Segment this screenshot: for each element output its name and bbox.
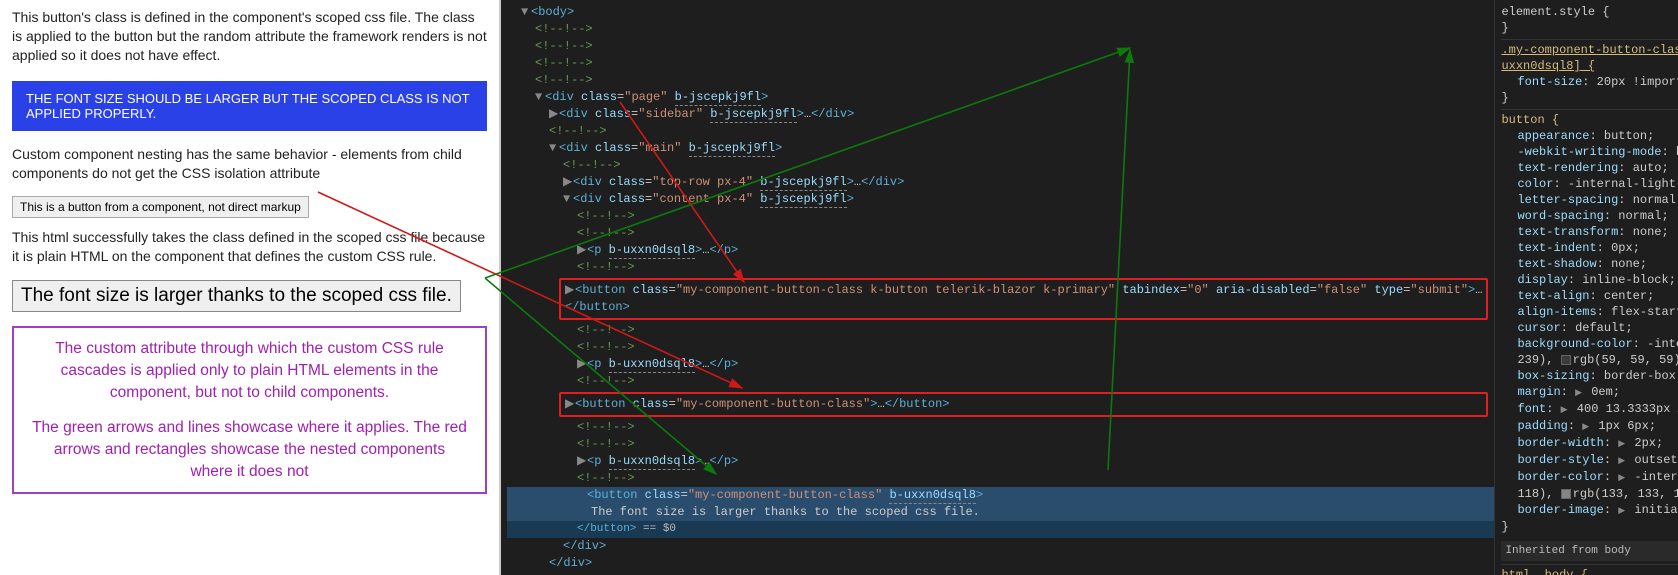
html-comment: <!--!--> bbox=[507, 55, 1494, 72]
paragraph: This html successfully takes the class d… bbox=[12, 228, 487, 266]
html-comment: <!--!--> bbox=[507, 436, 1494, 453]
element-node[interactable]: ▶<div class="top-row px-4" b-jscepkj9fl>… bbox=[507, 174, 1494, 191]
css-rule[interactable]: html, body { site.css:3 bbox=[1501, 564, 1678, 575]
html-comment: <!--!--> bbox=[507, 259, 1494, 276]
html-comment: <!--!--> bbox=[507, 157, 1494, 174]
element-node[interactable]: ▶<p b-uxxn0dsql8>…</p> bbox=[507, 242, 1494, 259]
html-comment: <!--!--> bbox=[507, 21, 1494, 38]
html-comment: <!--!--> bbox=[507, 470, 1494, 487]
paragraph: This button's class is defined in the co… bbox=[12, 8, 487, 65]
html-comment: <!--!--> bbox=[507, 322, 1494, 339]
html-comment: <!--!--> bbox=[507, 419, 1494, 436]
annotation-box: The custom attribute through which the c… bbox=[12, 326, 487, 494]
selected-footer: </button> == $0 bbox=[507, 521, 1494, 538]
highlighted-element[interactable]: ▶<button class="my-component-button-clas… bbox=[559, 278, 1488, 320]
html-comment: <!--!--> bbox=[507, 72, 1494, 89]
css-rule[interactable]: .my-component-button-class[b-uxxn0dsql8]… bbox=[1501, 39, 1678, 74]
html-comment: <!--!--> bbox=[507, 208, 1494, 225]
html-comment: <!--!--> bbox=[507, 123, 1494, 140]
primary-button[interactable]: THE FONT SIZE SHOULD BE LARGER BUT THE S… bbox=[12, 81, 487, 131]
css-rule[interactable]: element.style { bbox=[1501, 4, 1678, 20]
element-node[interactable]: ▶<p b-uxxn0dsql8>…</p> bbox=[507, 453, 1494, 470]
devtools: ▼<body> <!--!--> <!--!--> <!--!--> <!--!… bbox=[501, 0, 1678, 575]
content-pane: This button's class is defined in the co… bbox=[0, 0, 499, 575]
selected-element[interactable]: <button class="my-component-button-class… bbox=[507, 487, 1494, 521]
element-node[interactable]: ▶<div class="sidebar" b-jscepkj9fl>…</di… bbox=[507, 106, 1494, 123]
scoped-button[interactable]: The font size is larger thanks to the sc… bbox=[12, 280, 461, 312]
element-node[interactable]: ▼<div class="main" b-jscepkj9fl> bbox=[507, 140, 1494, 157]
annotation-text: The green arrows and lines showcase wher… bbox=[32, 417, 467, 482]
elements-panel[interactable]: ▼<body> <!--!--> <!--!--> <!--!--> <!--!… bbox=[501, 0, 1494, 575]
element-node[interactable]: ▶<p b-uxxn0dsql8>…</p> bbox=[507, 356, 1494, 373]
html-comment: <!--!--> bbox=[507, 373, 1494, 390]
component-button[interactable]: This is a button from a component, not d… bbox=[12, 196, 309, 218]
highlighted-element[interactable]: ▶<button class="my-component-button-clas… bbox=[559, 392, 1488, 417]
element-node[interactable]: ▼<div class="page" b-jscepkj9fl> bbox=[507, 89, 1494, 106]
element-node[interactable]: ▼<div class="content px-4" b-jscepkj9fl> bbox=[507, 191, 1494, 208]
css-rule[interactable]: button { user agent stylesheet bbox=[1501, 109, 1678, 128]
html-comment: <!--!--> bbox=[507, 38, 1494, 55]
annotation-text: The custom attribute through which the c… bbox=[32, 338, 467, 403]
styles-panel[interactable]: element.style { } .my-component-button-c… bbox=[1494, 0, 1678, 575]
html-comment: <!--!--> bbox=[507, 225, 1494, 242]
paragraph: Custom component nesting has the same be… bbox=[12, 145, 487, 183]
inherited-header: Inherited from body bbox=[1501, 541, 1678, 561]
html-comment: <!--!--> bbox=[507, 339, 1494, 356]
